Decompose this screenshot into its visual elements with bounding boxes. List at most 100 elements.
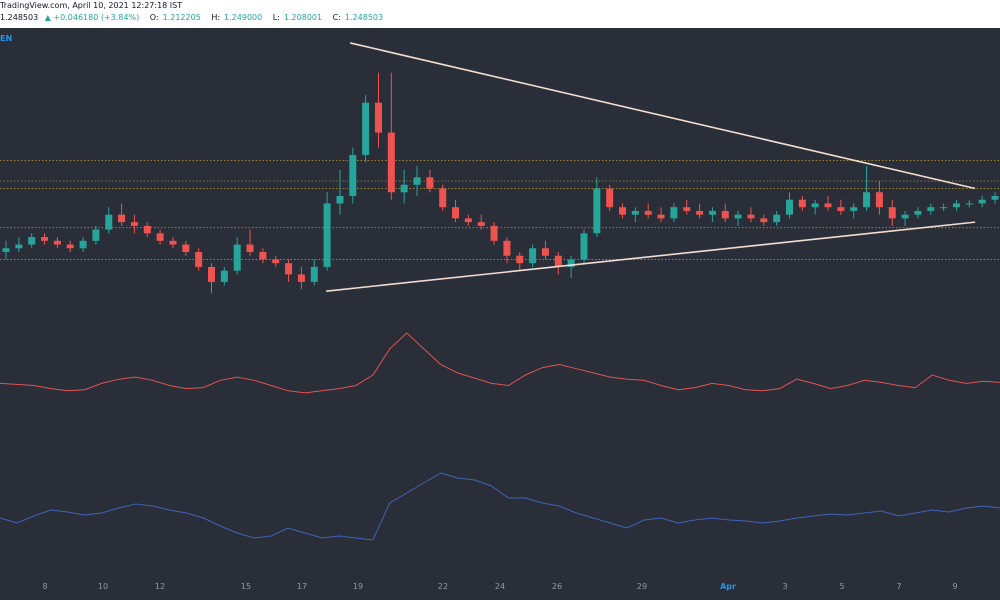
candle-body	[927, 207, 935, 211]
price-chart-svg[interactable]	[0, 28, 1000, 576]
candle-body	[15, 244, 23, 249]
candle-body	[734, 214, 742, 219]
candle-body	[439, 188, 447, 208]
candle-body	[863, 192, 871, 208]
candle-body	[362, 102, 370, 155]
candle-body	[516, 255, 524, 264]
x-tick-label: 17	[296, 582, 308, 591]
candle-body	[195, 252, 203, 267]
candle-body	[760, 218, 768, 223]
candle-body	[156, 233, 164, 241]
candle-body	[554, 255, 562, 267]
candle-body	[837, 207, 845, 211]
x-tick-label: 5	[839, 582, 845, 591]
candle-body	[683, 207, 691, 211]
source-line: TradingView.com, April 10, 2021 12:27:18…	[0, 1, 183, 10]
x-tick-label: 8	[42, 582, 48, 591]
candle-body	[2, 248, 10, 252]
candle-body	[118, 214, 126, 223]
x-tick-label: 24	[494, 582, 506, 591]
x-tick-label: 10	[97, 582, 109, 591]
indicator-line-red	[0, 332, 1000, 394]
candle-body	[92, 229, 100, 241]
candle-body	[105, 214, 113, 230]
candle-body	[387, 132, 395, 193]
symbol-label: EN	[0, 34, 13, 43]
candle-body	[272, 259, 280, 264]
last-price: 1.248503	[0, 13, 39, 22]
x-tick-label: 22	[437, 582, 449, 591]
candle-body	[310, 266, 318, 282]
candle-body	[875, 192, 883, 208]
candle-body	[233, 244, 241, 271]
candle-body	[952, 203, 960, 208]
x-tick-label: Apr	[720, 582, 736, 591]
candle-body	[978, 199, 986, 204]
candle-body	[619, 207, 627, 215]
candle-body	[452, 207, 460, 219]
candle-body	[773, 214, 781, 223]
candle-body	[490, 225, 498, 241]
candle-body	[220, 270, 228, 282]
candle-body	[888, 207, 896, 219]
candle-body	[336, 196, 344, 204]
candle-body	[66, 244, 74, 249]
x-tick-label: 9	[952, 582, 958, 591]
candle-body	[644, 210, 652, 215]
candle-body	[182, 244, 190, 252]
ohlc-line: 1.248503 ▲ +0.046180 (+3.84%) O: 1.212205…	[0, 13, 391, 22]
candle-body	[965, 203, 973, 205]
candle-body	[580, 233, 588, 260]
candle-body	[914, 210, 922, 215]
candle-body	[721, 210, 729, 219]
x-tick-label: 26	[551, 582, 563, 591]
candle-body	[670, 207, 678, 219]
x-tick-label: 12	[154, 582, 166, 591]
candle-body	[529, 248, 537, 264]
candle-body	[41, 237, 49, 241]
candle-body	[285, 263, 293, 275]
candle-body	[657, 214, 665, 219]
candle-body	[426, 177, 434, 189]
candle-body	[567, 259, 575, 267]
candle-body	[413, 177, 421, 185]
chart-area[interactable]: EN 8 10 12 15 17 19 22 24 26 29 Apr 3 5 7 9	[0, 28, 1000, 600]
x-tick-label: 7	[896, 582, 902, 591]
candle-body	[53, 240, 61, 245]
candle-body	[400, 184, 408, 193]
candle-body	[464, 218, 472, 223]
candle-body	[785, 199, 793, 215]
candle-body	[130, 222, 138, 226]
close-readout: C: 1.248503	[332, 13, 384, 22]
candle-body	[606, 188, 614, 208]
candle-body	[259, 252, 267, 260]
candle-body	[696, 210, 704, 215]
candle-body	[541, 248, 549, 256]
price-change: ▲ +0.046180 (+3.84%)	[44, 13, 140, 22]
candle-body	[208, 266, 216, 282]
candle-body	[811, 203, 819, 208]
candle-body	[824, 203, 832, 208]
candle-body	[708, 210, 716, 215]
candle-body	[28, 237, 36, 245]
candle-body	[747, 214, 755, 219]
candle-body	[940, 207, 948, 209]
high-readout: H: 1.249000	[211, 13, 263, 22]
candle-body	[374, 102, 382, 133]
candle-body	[169, 240, 177, 245]
candle-body	[503, 240, 511, 256]
x-tick-label: 29	[636, 582, 648, 591]
trendline-0	[349, 42, 976, 190]
time-axis[interactable]: 8 10 12 15 17 19 22 24 26 29 Apr 3 5 7 9	[0, 576, 1000, 600]
x-tick-label: 19	[352, 582, 364, 591]
low-readout: L: 1.208001	[272, 13, 323, 22]
candle-body	[901, 214, 909, 219]
trendline-1	[326, 221, 976, 292]
candle-body	[798, 199, 806, 208]
candle-body	[79, 240, 87, 249]
candle-body	[297, 274, 305, 282]
candle-body	[323, 203, 331, 267]
open-readout: O: 1.212205	[149, 13, 201, 22]
chart-header: TradingView.com, April 10, 2021 12:27:18…	[0, 0, 1000, 28]
candle-body	[631, 210, 639, 215]
